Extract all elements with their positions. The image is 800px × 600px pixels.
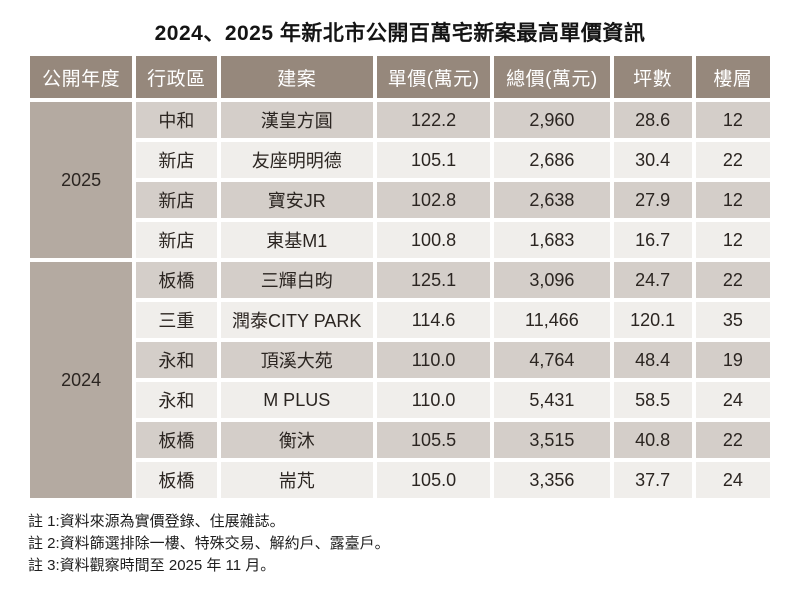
- cell-district: 永和: [136, 382, 217, 418]
- footnote-1: 註 1:資料來源為實價登錄、住展雜誌。: [28, 513, 285, 530]
- cell-total-price: 2,638: [494, 182, 610, 218]
- table-row: 板橋 衡沐 105.5 3,515 40.8 22: [30, 422, 770, 458]
- cell-unit-price: 105.0: [376, 462, 491, 498]
- cell-unit-price: 110.0: [376, 382, 491, 418]
- cell-unit-price: 105.5: [376, 422, 491, 458]
- cell-district: 三重: [136, 302, 217, 338]
- cell-size: 37.7: [613, 462, 692, 498]
- table-row: 2025 中和 漢皇方圓 122.2 2,960 28.6 12: [30, 102, 770, 258]
- cell-district: 新店: [136, 142, 217, 178]
- cell-unit-price: 105.1: [376, 142, 491, 178]
- cell-unit-price: 125.1: [376, 262, 491, 298]
- header-year: 公開年度: [30, 56, 133, 98]
- cell-district: 板橋: [136, 262, 217, 298]
- cell-floor: 12: [695, 102, 770, 138]
- price-table: 公開年度 行政區 建案 單價(萬元) 總價(萬元) 坪數 樓層 2025 中和 …: [26, 52, 774, 502]
- cell-district: 永和: [136, 342, 217, 378]
- cell-project: 三輝白昀: [220, 262, 373, 298]
- cell-district: 板橋: [136, 462, 217, 498]
- footnote-2: 註 2:資料篩選排除一樓、特殊交易、解約戶、露臺戶。: [28, 535, 390, 552]
- cell-size: 24.7: [613, 262, 692, 298]
- cell-unit-price: 114.6: [376, 302, 491, 338]
- cell-size: 58.5: [613, 382, 692, 418]
- cell-project: 耑芃: [220, 462, 373, 498]
- cell-unit-price: 110.0: [376, 342, 491, 378]
- cell-district: 新店: [136, 222, 217, 258]
- cell-floor: 35: [695, 302, 770, 338]
- footnote-3: 註 3:資料觀察時間至 2025 年 11 月。: [28, 557, 276, 574]
- cell-project: 衡沐: [220, 422, 373, 458]
- cell-unit-price: 102.8: [376, 182, 491, 218]
- header-size: 坪數: [613, 56, 692, 98]
- cell-total-price: 5,431: [494, 382, 610, 418]
- cell-project: M PLUS: [220, 382, 373, 418]
- cell-size: 48.4: [613, 342, 692, 378]
- cell-project: 友座明明德: [220, 142, 373, 178]
- cell-project: 漢皇方圓: [220, 102, 373, 138]
- cell-floor: 19: [695, 342, 770, 378]
- cell-project: 東基M1: [220, 222, 373, 258]
- cell-unit-price: 122.2: [376, 102, 491, 138]
- table-row: 三重 潤泰CITY PARK 114.6 11,466 120.1 35: [30, 302, 770, 338]
- cell-size: 16.7: [613, 222, 692, 258]
- table-row: 新店 友座明明德 105.1 2,686 30.4 22: [30, 142, 770, 178]
- table-row: 新店 東基M1 100.8 1,683 16.7 12: [30, 222, 770, 258]
- header-total-price: 總價(萬元): [494, 56, 610, 98]
- cell-total-price: 2,686: [494, 142, 610, 178]
- cell-total-price: 4,764: [494, 342, 610, 378]
- page-title: 2024、2025 年新北市公開百萬宅新案最高單價資訊: [154, 22, 646, 45]
- cell-total-price: 3,096: [494, 262, 610, 298]
- cell-floor: 24: [695, 462, 770, 498]
- table-row: 永和 頂溪大苑 110.0 4,764 48.4 19: [30, 342, 770, 378]
- year-cell-2024: 2024: [30, 262, 133, 498]
- cell-project: 頂溪大苑: [220, 342, 373, 378]
- cell-size: 40.8: [613, 422, 692, 458]
- cell-total-price: 2,960: [494, 102, 610, 138]
- cell-floor: 12: [695, 182, 770, 218]
- table-row: 板橋 耑芃 105.0 3,356 37.7 24: [30, 462, 770, 498]
- cell-size: 30.4: [613, 142, 692, 178]
- table-row: 永和 M PLUS 110.0 5,431 58.5 24: [30, 382, 770, 418]
- table-row: 新店 寶安JR 102.8 2,638 27.9 12: [30, 182, 770, 218]
- footnotes: 註 1:資料來源為實價登錄、住展雜誌。 註 2:資料篩選排除一樓、特殊交易、解約…: [28, 511, 800, 577]
- header-district: 行政區: [136, 56, 217, 98]
- cell-floor: 22: [695, 422, 770, 458]
- cell-district: 板橋: [136, 422, 217, 458]
- cell-project: 潤泰CITY PARK: [220, 302, 373, 338]
- header-project: 建案: [220, 56, 373, 98]
- cell-size: 27.9: [613, 182, 692, 218]
- header-row: 公開年度 行政區 建案 單價(萬元) 總價(萬元) 坪數 樓層: [30, 56, 770, 98]
- cell-floor: 22: [695, 262, 770, 298]
- table-row: 2024 板橋 三輝白昀 125.1 3,096 24.7 22: [30, 262, 770, 498]
- cell-total-price: 3,515: [494, 422, 610, 458]
- cell-district: 中和: [136, 102, 217, 138]
- cell-floor: 12: [695, 222, 770, 258]
- cell-floor: 24: [695, 382, 770, 418]
- cell-size: 28.6: [613, 102, 692, 138]
- year-cell-2025: 2025: [30, 102, 133, 258]
- cell-size: 120.1: [613, 302, 692, 338]
- cell-total-price: 1,683: [494, 222, 610, 258]
- cell-district: 新店: [136, 182, 217, 218]
- cell-total-price: 11,466: [494, 302, 610, 338]
- cell-floor: 22: [695, 142, 770, 178]
- header-floor: 樓層: [695, 56, 770, 98]
- cell-total-price: 3,356: [494, 462, 610, 498]
- cell-unit-price: 100.8: [376, 222, 491, 258]
- header-unit-price: 單價(萬元): [376, 56, 491, 98]
- cell-project: 寶安JR: [220, 182, 373, 218]
